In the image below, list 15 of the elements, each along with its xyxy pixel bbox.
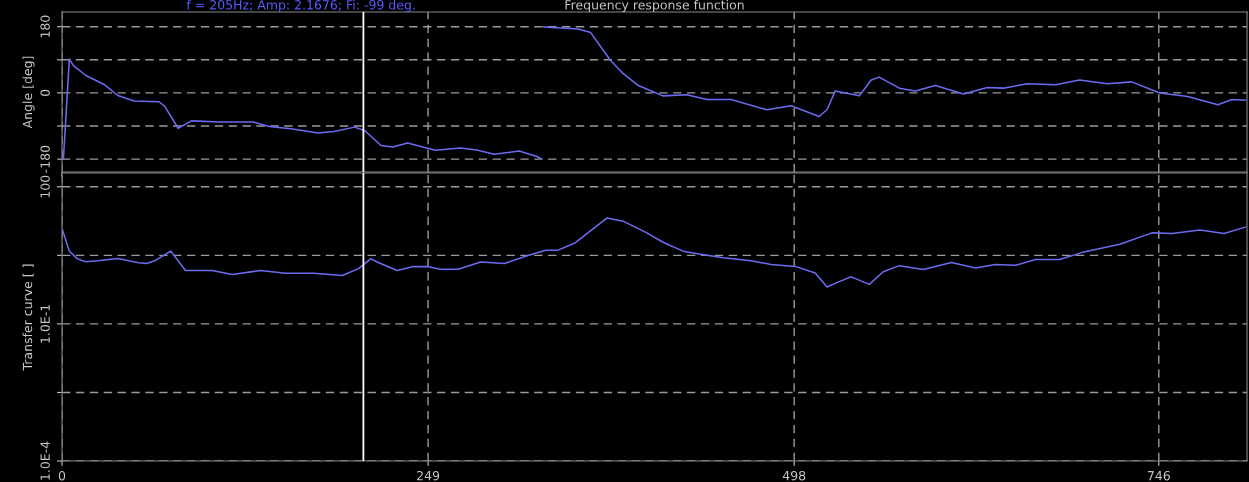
y-tick-label: 0 — [40, 89, 50, 97]
y-tick-label: 1.0E-4 — [40, 441, 50, 480]
x-tick-label: 249 — [417, 470, 440, 481]
annotation: f = 205Hz; Amp: 2.1676; Fi: -99 deg. — [186, 0, 415, 12]
x-tick-label: 498 — [782, 470, 806, 481]
y-axis-title: Transfer curve [ ] — [22, 264, 34, 371]
y-axis-title: Angle [deg] — [22, 56, 35, 129]
x-tick-label: 0 — [58, 470, 66, 481]
y-tick-label: -180 — [40, 145, 50, 173]
y-tick-label: 180 — [40, 15, 50, 38]
line-series — [62, 217, 1247, 288]
chart-title: Frequency response function — [565, 0, 744, 12]
y-tick-label: 100 — [40, 175, 50, 198]
x-tick-label: 746 — [1147, 470, 1170, 481]
y-tick-label: 1.0E-1 — [40, 304, 50, 343]
